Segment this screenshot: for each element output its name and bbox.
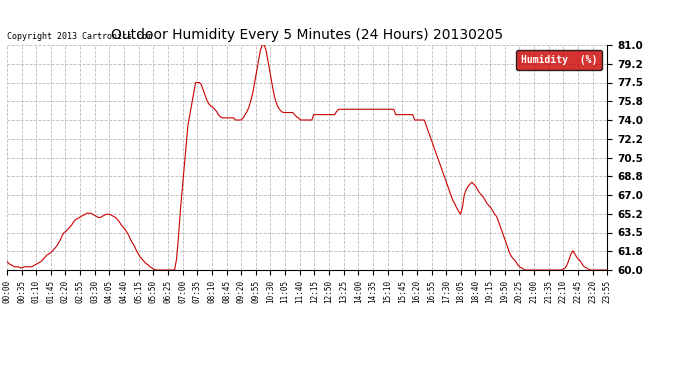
Legend: Humidity  (%): Humidity (%) bbox=[516, 50, 602, 70]
Title: Outdoor Humidity Every 5 Minutes (24 Hours) 20130205: Outdoor Humidity Every 5 Minutes (24 Hou… bbox=[111, 28, 503, 42]
Text: Copyright 2013 Cartronics.com: Copyright 2013 Cartronics.com bbox=[7, 32, 152, 41]
